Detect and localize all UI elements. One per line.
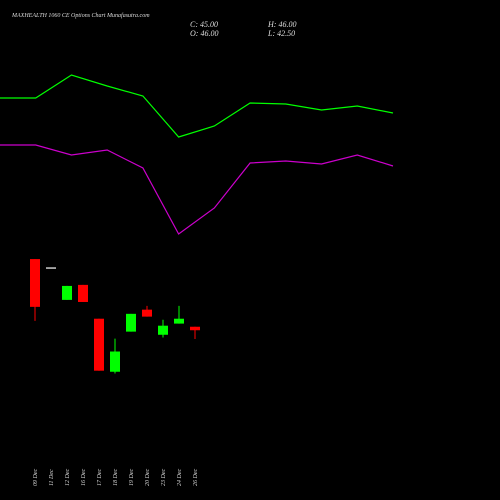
x-tick-label: 20 Dec [145, 469, 151, 486]
x-tick-label: 11 Dec [49, 469, 55, 486]
x-tick-label: 09 Dec [33, 469, 39, 486]
x-tick-label: 18 Dec [113, 469, 119, 486]
x-tick-label: 26 Dec [193, 469, 199, 486]
close-label: C: 45.00 [190, 20, 218, 29]
line-series [0, 144, 394, 235]
candle-body [94, 318, 104, 371]
candle-body [30, 259, 40, 307]
candle-body [158, 325, 168, 335]
candle-body [126, 313, 136, 332]
high-label: H: 46.00 [267, 20, 296, 29]
candle-body [78, 284, 88, 302]
open-label: O: 46.00 [190, 29, 218, 38]
candle-body [46, 267, 56, 269]
line-series [0, 74, 394, 138]
candle-body [190, 326, 200, 331]
low-label: L: 42.50 [267, 29, 295, 38]
x-tick-label: 19 Dec [129, 469, 135, 486]
x-tick-label: 16 Dec [81, 469, 87, 486]
candle-body [110, 351, 120, 372]
candle-body [62, 285, 72, 300]
chart-title: MAXHEALTH 1060 CE Options Chart Munafasu… [11, 12, 150, 19]
candle-body [174, 318, 184, 324]
candle-body [142, 309, 152, 317]
x-tick-label: 23 Dec [161, 469, 167, 486]
x-tick-label: 17 Dec [97, 469, 103, 486]
x-tick-label: 12 Dec [65, 469, 71, 486]
x-tick-label: 24 Dec [176, 469, 183, 486]
